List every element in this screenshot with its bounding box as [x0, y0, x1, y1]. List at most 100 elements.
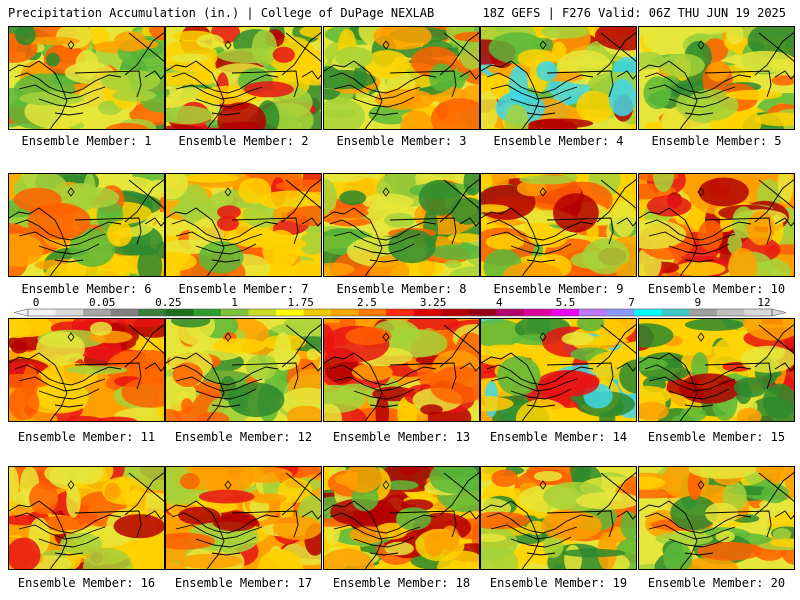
location-marker-icon — [224, 40, 232, 50]
colorbar-swatch — [661, 309, 690, 316]
location-marker-icon — [697, 40, 705, 50]
precip-blob — [375, 89, 435, 110]
precip-blob — [324, 179, 338, 214]
precip-blob — [104, 482, 121, 501]
precip-blob — [545, 509, 586, 526]
precip-blob — [324, 548, 375, 569]
ensemble-map-4 — [480, 26, 637, 130]
precip-blob — [133, 40, 159, 49]
location-marker-icon — [539, 187, 547, 197]
precip-blob — [440, 525, 460, 552]
ensemble-member-label: Ensemble Member: 7 — [178, 282, 309, 296]
run-info: 18Z GEFS | F276 Valid: 06Z THU JUN 19 20… — [482, 6, 786, 20]
ensemble-map-20 — [638, 466, 795, 570]
precip-blob — [777, 174, 794, 204]
precip-blob — [692, 27, 729, 35]
precip-blob — [286, 405, 321, 421]
precip-blob — [68, 187, 120, 209]
precip-blob — [271, 324, 304, 335]
colorbar-swatch — [689, 309, 718, 316]
location-marker-icon — [67, 187, 75, 197]
precip-blob — [754, 112, 794, 127]
precip-blob — [681, 346, 748, 377]
colorbar-swatch — [441, 309, 470, 316]
colorbar-tick-label: 3.25 — [420, 296, 447, 309]
precip-blob — [687, 468, 703, 501]
colorbar-tick-label: 7 — [628, 296, 635, 309]
colorbar-swatch — [193, 309, 222, 316]
precip-blob — [362, 193, 414, 211]
precip-blob — [537, 370, 599, 397]
colorbar-swatch — [468, 309, 497, 316]
precip-blob — [576, 90, 614, 123]
precip-blob — [170, 53, 210, 63]
colorbar-max-arrow — [771, 308, 786, 317]
precip-blob — [639, 385, 671, 406]
precip-blob — [491, 469, 518, 488]
precip-blob — [519, 175, 576, 185]
precip-blob — [9, 319, 32, 339]
precip-blob — [9, 499, 17, 512]
location-marker-icon — [224, 187, 232, 197]
ensemble-map-9 — [480, 173, 637, 277]
precip-blob — [772, 528, 792, 541]
ensemble-member-label: Ensemble Member: 18 — [332, 576, 471, 590]
colorbar-swatch — [248, 309, 277, 316]
precip-blob — [642, 27, 656, 49]
colorbar-swatch — [496, 309, 525, 316]
precip-blob — [238, 177, 272, 204]
precip-blob — [212, 513, 257, 532]
precip-blob — [639, 476, 666, 489]
precip-blob — [674, 261, 726, 276]
precip-blob — [324, 402, 342, 421]
coastline-borders — [9, 179, 164, 276]
coastline-borders — [9, 472, 164, 569]
colorbar-swatch — [138, 309, 167, 316]
precip-blob — [515, 398, 570, 421]
precip-blob — [576, 319, 605, 332]
precip-blob — [9, 233, 44, 267]
precip-blob — [561, 548, 626, 558]
precip-blob — [278, 477, 312, 503]
colorbar-swatch — [634, 309, 663, 316]
precip-blob — [148, 27, 164, 41]
coastline-borders — [639, 32, 794, 129]
precip-blob — [726, 27, 744, 45]
precip-blob — [497, 356, 541, 396]
precip-blob — [345, 326, 392, 346]
precip-blob — [646, 195, 692, 217]
precip-blob — [339, 190, 367, 206]
precip-blob — [24, 36, 80, 45]
precip-blob — [166, 532, 215, 550]
precip-blob — [429, 244, 479, 260]
precip-blob — [481, 395, 514, 412]
precip-blob — [485, 234, 525, 250]
ensemble-member-label: Ensemble Member: 17 — [174, 576, 313, 590]
precip-blob — [639, 219, 687, 250]
coastline-borders — [481, 472, 636, 569]
precip-blob — [272, 46, 295, 63]
precip-blob — [429, 467, 479, 494]
precip-blob — [652, 174, 675, 192]
precip-blob — [769, 538, 794, 548]
precip-blob — [166, 408, 183, 421]
precip-blob — [529, 118, 594, 129]
precip-blob — [9, 537, 41, 569]
precip-blob — [324, 262, 355, 276]
ensemble-map-13 — [323, 318, 480, 422]
location-marker-icon — [697, 332, 705, 342]
location-marker-icon — [67, 40, 75, 50]
location-marker-icon — [224, 480, 232, 490]
precip-blob — [733, 377, 767, 398]
precip-blob — [662, 111, 685, 129]
colorbar-tick-label: 4 — [496, 296, 503, 309]
precip-blob — [56, 271, 80, 276]
precip-blob — [384, 213, 415, 228]
precip-blob — [481, 204, 510, 213]
precip-blob — [400, 110, 434, 129]
precip-blob — [639, 51, 665, 69]
colorbar-swatch — [165, 309, 194, 316]
precip-blob — [45, 52, 60, 67]
colorbar-swatch — [220, 309, 249, 316]
precip-blob — [540, 27, 590, 39]
